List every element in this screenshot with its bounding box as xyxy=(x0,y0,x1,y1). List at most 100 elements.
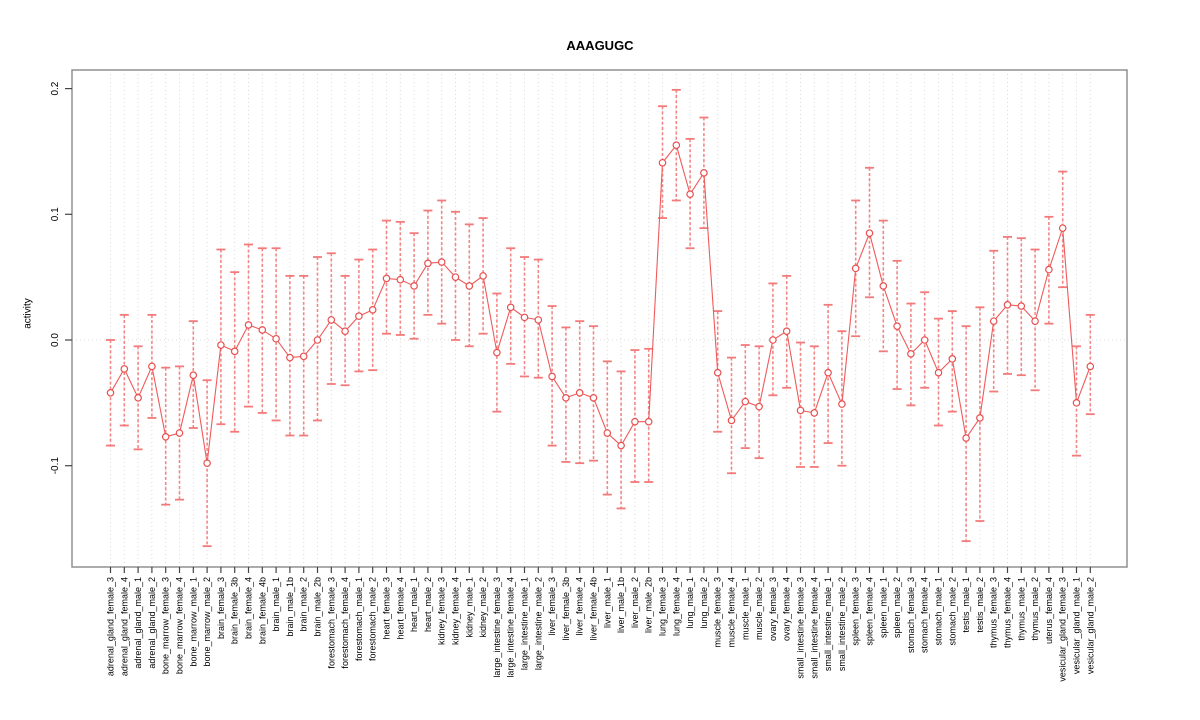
data-point xyxy=(782,327,791,336)
data-point xyxy=(562,394,570,402)
y-tick-label: 0.0 xyxy=(50,333,61,347)
chart-title: AAAGUGC xyxy=(566,38,634,53)
data-point xyxy=(700,169,708,177)
series xyxy=(110,143,1091,464)
x-tick-label: vesicular_gland_female_3 xyxy=(1058,577,1068,682)
data-point xyxy=(313,336,322,344)
data-point xyxy=(838,400,846,408)
data-point xyxy=(355,312,363,320)
data-point xyxy=(1017,302,1026,310)
x-tick-label: adrenal_gland_male_1 xyxy=(133,577,143,669)
y-tick-label: 0.2 xyxy=(50,81,61,95)
data-point xyxy=(1045,265,1053,274)
x-tick-label: vesicular_gland_male_1 xyxy=(1072,577,1082,674)
x-tick-label: kidney_female_4 xyxy=(451,577,461,645)
data-point xyxy=(865,229,874,237)
x-tick-label: spleen_male_1 xyxy=(878,577,888,638)
gridlines xyxy=(72,70,1127,567)
x-tick-label: thymus_female_3 xyxy=(989,577,999,648)
data-point xyxy=(658,158,667,167)
data-point xyxy=(727,416,736,425)
data-point xyxy=(244,321,253,329)
x-tick-label: spleen_female_3 xyxy=(851,577,861,646)
x-tick-label: thymus_female_4 xyxy=(1003,577,1013,648)
data-point xyxy=(796,406,805,415)
x-tick-label: muscle_female_3 xyxy=(713,577,723,648)
x-tick-label: liver_male_1 xyxy=(602,577,612,628)
data-point xyxy=(810,409,819,417)
y-tick-label: -0.1 xyxy=(50,457,61,475)
data-point xyxy=(631,417,639,426)
data-point xyxy=(534,316,543,324)
x-tick-label: brain_male_2b xyxy=(313,577,323,637)
x-tick-label: small_intestine_male_2 xyxy=(837,577,847,671)
x-tick-label: brain_female_3 xyxy=(216,577,226,639)
x-tick-label: brain_female_4 xyxy=(244,577,254,639)
data-point xyxy=(506,303,515,312)
y-axis: -0.1 0.0 0.1 0.2 xyxy=(50,81,72,474)
data-point xyxy=(575,388,584,397)
x-tick-label: large_intestine_male_2 xyxy=(533,577,543,670)
data-point xyxy=(106,388,115,397)
x-tick-label: brain_male_1 xyxy=(271,577,281,632)
x-tick-label: brain_female_3b xyxy=(230,577,240,644)
data-point xyxy=(451,273,460,281)
x-tick-label: uterus_female_4 xyxy=(1044,577,1054,644)
x-tick-label: ovary_female_4 xyxy=(782,577,792,641)
x-tick-label: bone_marrow_male_2 xyxy=(202,577,212,667)
error-bars xyxy=(106,88,1095,548)
x-tick-label: heart_male_2 xyxy=(423,577,433,632)
data-point xyxy=(1086,362,1095,371)
data-point xyxy=(382,274,391,283)
data-point xyxy=(603,429,612,437)
x-tick-label: spleen_female_4 xyxy=(865,577,875,646)
x-tick-label: large_intestine_male_1 xyxy=(520,577,530,670)
data-point xyxy=(465,282,474,290)
x-tick-label: forestomach_male_1 xyxy=(354,577,364,661)
data-point xyxy=(286,353,294,362)
data-point xyxy=(410,282,418,290)
x-tick-label: ovary_female_3 xyxy=(768,577,778,641)
data-point xyxy=(769,336,777,344)
x-tick-label: liver_female_3b xyxy=(561,577,571,641)
data-point xyxy=(189,371,198,379)
x-tick-label: bone_marrow_female_4 xyxy=(175,577,185,674)
x-tick-label: adrenal_gland_female_4 xyxy=(119,577,129,676)
x-axis: adrenal_gland_female_3 adrenal_gland_fema… xyxy=(106,567,1095,682)
x-tick-label: liver_female_3 xyxy=(547,577,557,636)
data-point xyxy=(1058,224,1067,232)
x-tick-label: heart_female_3 xyxy=(382,577,392,640)
data-point xyxy=(948,355,957,363)
x-tick-label: testis_male_2 xyxy=(975,577,985,633)
x-tick-label: thymus_male_2 xyxy=(1030,577,1040,641)
data-point xyxy=(989,317,998,325)
data-point xyxy=(672,141,681,149)
x-tick-label: liver_male_2b xyxy=(644,577,654,633)
x-tick-label: testis_male_1 xyxy=(961,577,971,633)
data-point xyxy=(368,306,377,314)
data-point xyxy=(920,336,929,344)
x-tick-label: brain_male_2 xyxy=(299,577,309,632)
data-point xyxy=(686,190,694,198)
y-axis-label: activity xyxy=(22,298,34,329)
x-tick-label: heart_female_4 xyxy=(395,577,405,640)
data-point xyxy=(824,368,832,377)
x-tick-label: kidney_male_2 xyxy=(478,577,488,638)
data-point xyxy=(755,402,763,411)
data-point xyxy=(161,432,170,441)
data-point xyxy=(479,272,487,280)
data-point xyxy=(424,259,432,268)
data-point xyxy=(341,327,349,336)
x-tick-label: stomach_female_3 xyxy=(906,577,916,653)
x-tick-label: liver_male_2 xyxy=(630,577,640,628)
data-point xyxy=(148,362,156,371)
x-tick-label: forestomach_female_4 xyxy=(340,577,350,669)
data-point xyxy=(1031,317,1039,325)
x-tick-label: small_intestine_female_3 xyxy=(796,577,806,679)
x-tick-label: muscle_male_2 xyxy=(754,577,764,640)
x-tick-label: forestomach_female_3 xyxy=(326,577,336,669)
x-tick-label: stomach_male_1 xyxy=(934,577,944,646)
data-point xyxy=(934,368,943,377)
x-tick-label: liver_male_1b xyxy=(616,577,626,633)
data-point xyxy=(976,414,984,422)
